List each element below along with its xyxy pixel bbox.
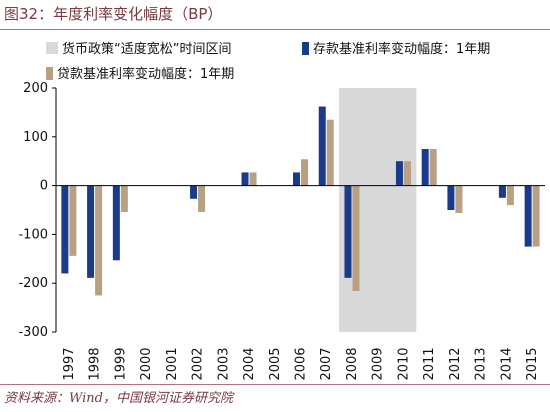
- x-tick-label: 2004: [242, 347, 257, 380]
- bar-deposit: [293, 172, 300, 186]
- legend-swatch-shaded-region: [46, 42, 58, 54]
- bar-deposit: [447, 185, 455, 210]
- x-tick-label: 1999: [113, 347, 128, 380]
- chart-legend: 货币政策“适度宽松”时间区间 存款基准利率变动幅度：1年期 贷款基准利率变动幅度…: [46, 41, 490, 82]
- x-tick-label: 2002: [191, 347, 206, 380]
- bar-loan: [198, 185, 206, 212]
- legend-label-loan: 贷款基准利率变动幅度：1年期: [57, 66, 234, 82]
- y-tick-label: 200: [23, 81, 48, 96]
- x-tick-label: 2007: [319, 347, 334, 380]
- bar-loan: [120, 185, 128, 212]
- bar-chart: 货币政策“适度宽松”时间区间 存款基准利率变动幅度：1年期 贷款基准利率变动幅度…: [18, 41, 545, 381]
- bar-loan: [455, 185, 463, 213]
- x-tick-label: 2000: [139, 347, 154, 380]
- bar-loan: [429, 149, 437, 186]
- x-tick-label: 2012: [448, 347, 463, 380]
- bar-deposit: [498, 185, 506, 198]
- bar-loan: [506, 185, 514, 206]
- x-tick-label: 2014: [499, 347, 514, 380]
- bar-loan: [532, 185, 540, 247]
- x-tick-label: 1997: [62, 347, 77, 380]
- bar-loan: [249, 172, 257, 186]
- x-tick-label: 2013: [474, 347, 489, 380]
- y-tick-label: 100: [23, 130, 48, 145]
- figure-source: 资料来源：Wind，中国银河证券研究院: [4, 391, 233, 406]
- x-tick-label: 2011: [422, 347, 437, 380]
- bar-deposit: [61, 185, 69, 274]
- plot-area: -300 -200 -100 0 100 200 1997 1998 1999 2000 2001 2…: [18, 81, 545, 381]
- bar-deposit: [421, 149, 429, 186]
- x-tick-label: 2003: [216, 347, 231, 380]
- legend-swatch-deposit: [302, 42, 309, 55]
- legend-label-deposit: 存款基准利率变动幅度：1年期: [313, 41, 490, 57]
- bar-deposit: [190, 185, 198, 199]
- source-divider: [0, 384, 550, 385]
- bar-deposit: [112, 185, 120, 261]
- x-tick-label: 2010: [396, 347, 411, 380]
- legend-label-shaded-region: 货币政策“适度宽松”时间区间: [62, 41, 231, 57]
- bar-loan: [352, 185, 360, 292]
- x-tick-label: 2015: [525, 347, 540, 380]
- y-tick-label: -100: [18, 227, 48, 242]
- bar-deposit: [241, 172, 249, 186]
- x-tick-label: 2001: [165, 347, 180, 380]
- shaded-region: [339, 88, 417, 332]
- x-tick-label: 1998: [88, 347, 103, 380]
- x-tick-label: 2009: [371, 347, 386, 380]
- x-tick-label: 2005: [268, 347, 283, 380]
- bar-loan: [301, 159, 308, 186]
- bar-loan: [69, 185, 77, 256]
- y-tick-label: 0: [40, 179, 48, 194]
- legend-swatch-loan: [46, 67, 53, 80]
- bar-loan: [326, 119, 334, 186]
- title-divider: [0, 29, 550, 30]
- bar-loan: [403, 161, 411, 186]
- bar-deposit: [318, 106, 326, 186]
- figure-title: 图32：年度利率变化幅度（BP）: [4, 5, 223, 23]
- y-tick-label: -200: [18, 276, 48, 291]
- bar-loan: [95, 185, 103, 296]
- bar-deposit: [87, 185, 95, 278]
- bar-deposit: [524, 185, 532, 247]
- y-tick-label: -300: [18, 325, 48, 340]
- bar-deposit: [395, 161, 403, 186]
- bar-deposit: [344, 185, 352, 278]
- x-tick-label: 2006: [294, 347, 309, 380]
- x-tick-label: 2008: [345, 347, 360, 380]
